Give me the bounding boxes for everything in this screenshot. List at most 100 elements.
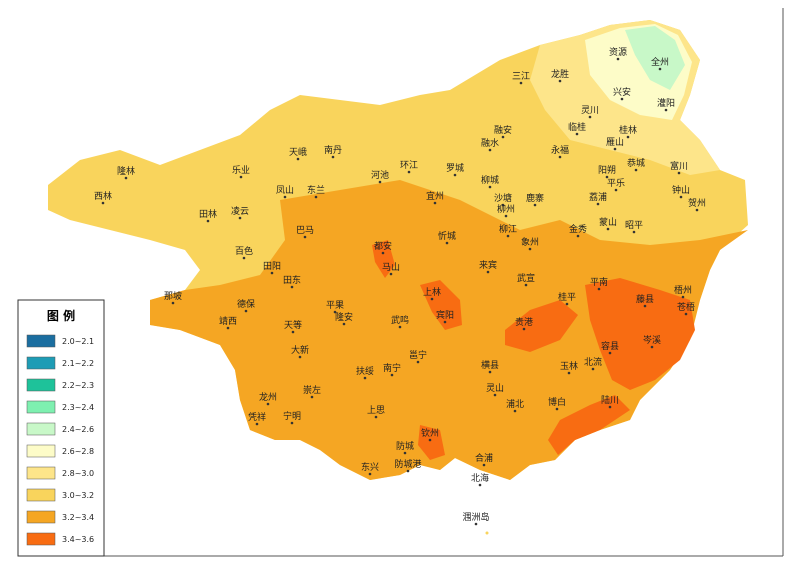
place-label: 金秀 (569, 223, 587, 235)
place-dot (266, 402, 270, 406)
place-dot (433, 201, 437, 205)
place-label: 容县 (601, 340, 619, 352)
place-label: 灵山 (486, 383, 504, 394)
place-label: 钟山 (672, 184, 690, 196)
place-dot (504, 214, 508, 218)
place-label: 东兴 (361, 461, 379, 473)
place-dot (390, 373, 394, 377)
place-label: 天峨 (289, 146, 307, 158)
place-dot (501, 203, 505, 207)
place-dot (270, 271, 274, 275)
place-dot (290, 421, 294, 425)
legend-swatch (26, 422, 56, 436)
place-label: 那坡 (164, 290, 182, 302)
place-label: 百色 (235, 245, 253, 257)
place-dot (634, 168, 638, 172)
place-dot (482, 463, 486, 467)
place-label: 柳州 (497, 203, 515, 215)
place-label: 龙胜 (551, 68, 569, 80)
place-label: 扶绥 (356, 365, 374, 377)
place-dot (597, 287, 601, 291)
place-dot (298, 355, 302, 359)
map-region (418, 425, 445, 460)
place-dot (310, 395, 314, 399)
map-region (420, 280, 462, 330)
place-label: 凭祥 (248, 411, 266, 423)
place-label: 田林 (199, 208, 217, 220)
place-dot (632, 230, 636, 234)
place-label: 永福 (551, 144, 569, 156)
place-dot (695, 208, 699, 212)
place-label: 荔浦 (589, 191, 607, 203)
place-dot (620, 97, 624, 101)
place-label: 涠洲岛 (462, 511, 489, 523)
place-dot (403, 451, 407, 455)
place-dot (488, 185, 492, 189)
place-dot (296, 157, 300, 161)
place-label: 融安 (494, 124, 512, 136)
place-label: 隆林 (117, 165, 135, 177)
place-label: 融水 (481, 137, 499, 149)
place-label: 邕宁 (409, 349, 427, 361)
legend-swatch (26, 510, 56, 524)
place-label: 乐业 (232, 164, 250, 176)
place-dot (389, 272, 393, 276)
place-label: 防城港 (394, 458, 421, 470)
place-label: 南宁 (383, 362, 401, 374)
place-dot (331, 155, 335, 159)
place-dot (626, 135, 630, 139)
place-label: 梧州 (674, 284, 692, 296)
place-label: 博白 (548, 396, 566, 408)
place-label: 平乐 (607, 177, 625, 189)
place-label: 富川 (670, 160, 688, 172)
place-dot (381, 251, 385, 255)
place-label: 浦北 (506, 398, 524, 410)
place-label: 全州 (651, 56, 669, 68)
legend-swatch (26, 400, 56, 414)
place-dot (506, 234, 510, 238)
map-region (372, 240, 395, 278)
place-dot (493, 393, 497, 397)
place-dot (567, 371, 571, 375)
map-region (625, 26, 685, 90)
legend-swatch (26, 334, 56, 348)
place-dot (614, 188, 618, 192)
place-dot (303, 235, 307, 239)
place-dot (368, 472, 372, 476)
place-label: 上思 (367, 405, 385, 416)
map-region (505, 300, 578, 352)
legend-label: 2.2~2.3 (62, 381, 94, 390)
place-label: 灵川 (581, 105, 599, 116)
legend-swatch (26, 378, 56, 392)
place-dot (314, 195, 318, 199)
place-dot (101, 201, 105, 205)
place-label: 灌阳 (657, 97, 675, 109)
place-label: 武鸣 (391, 314, 409, 326)
place-dot (238, 216, 242, 220)
place-label: 象州 (521, 236, 539, 248)
place-dot (406, 469, 410, 473)
legend-label: 2.4~2.6 (62, 425, 94, 434)
place-dot (283, 195, 287, 199)
place-dot (606, 227, 610, 231)
place-dot (575, 132, 579, 136)
place-dot (453, 173, 457, 177)
place-label: 靖西 (219, 315, 237, 327)
place-dot (658, 67, 662, 71)
place-label: 岑溪 (643, 334, 661, 346)
place-label: 藤县 (636, 293, 654, 305)
place-dot (342, 322, 346, 326)
place-label: 都安 (374, 240, 392, 252)
place-dot (242, 256, 246, 260)
place-label: 陆川 (601, 394, 619, 406)
place-dot (206, 219, 210, 223)
place-label: 桂林 (619, 124, 637, 136)
place-dot (616, 57, 620, 61)
place-dot (613, 147, 617, 151)
place-label: 东兰 (307, 184, 325, 196)
place-label: 田阳 (263, 261, 281, 272)
place-label: 北流 (584, 356, 602, 368)
place-dot (565, 302, 569, 306)
place-dot (378, 180, 382, 184)
place-dot (486, 270, 490, 274)
